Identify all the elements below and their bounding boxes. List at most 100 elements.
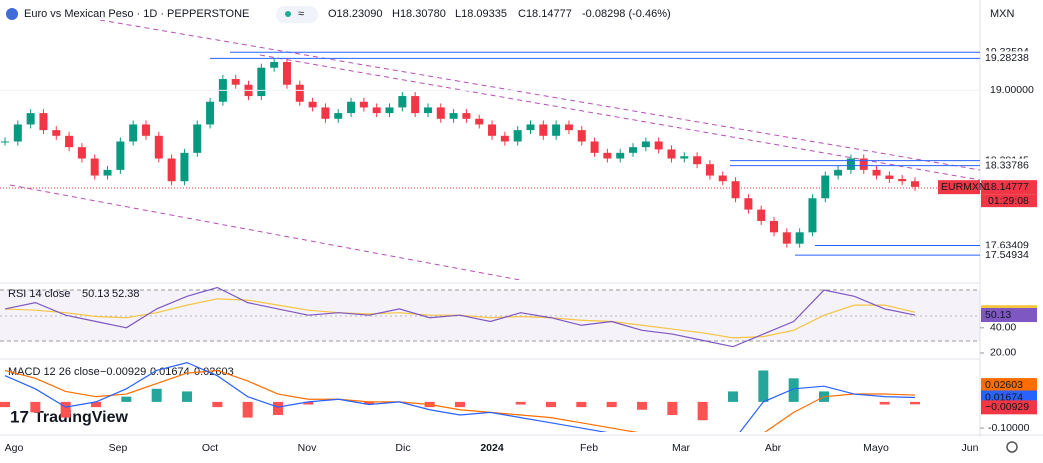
level-label: 18.33786 [985,159,1029,171]
status-dot [285,11,291,17]
candle [821,175,830,199]
macd-hist-bar [455,401,465,408]
macd-hist-bar [606,401,617,408]
candle [1,141,9,143]
macd-hist-bar [697,401,708,421]
ticker: EURMXN [941,181,987,193]
macd-hist-bar [637,401,647,410]
x-tick-label: Feb [580,442,598,454]
candle [641,141,650,148]
macd-hist-bar [576,401,587,408]
countdown-box [981,194,1037,208]
candle [193,124,202,153]
x-tick-label: Ago [5,442,24,454]
macd-pane [0,361,920,432]
candle [347,101,356,114]
candle [488,124,497,136]
y-tick-label: 40.00 [990,322,1016,334]
candle [129,124,138,142]
candle [282,62,291,85]
macd-hist-bar [0,401,10,408]
y-tick-label: -0.10000 [988,422,1030,434]
macd-hist-bar [879,401,890,405]
flag-icon [6,8,18,20]
candle [526,124,535,131]
candle [500,135,509,142]
candle [475,118,484,125]
candle [436,107,445,119]
macd-hist-bar [515,401,526,405]
candle [885,175,894,179]
candle [462,113,471,119]
x-tick-label: Dic [395,442,410,454]
candle [680,156,689,159]
macd-hist-bar [910,401,920,405]
candle [52,130,61,136]
candle [705,164,714,176]
signal-value: 0.02603 [194,366,234,378]
candle [590,141,599,153]
candle [116,141,125,170]
macd-hist-bar [758,370,769,402]
candle [629,147,638,153]
candle [308,101,317,108]
candle [398,96,407,108]
trendline [259,54,980,181]
macd-hist-bar [30,401,41,413]
x-tick-label: Jun [962,442,979,454]
level-label-box [981,158,1037,173]
x-tick-label: 2024 [480,442,504,454]
hist-label: −0.00929 [985,401,1029,413]
candle [654,141,663,150]
trendline [99,20,980,171]
candle [449,113,458,119]
macd-hist-bar [788,378,799,402]
candle [603,152,612,159]
status-pill [276,6,318,23]
macd-hist-bar [151,388,162,402]
macd-hist-bar [91,401,101,408]
x-tick-label: Abr [765,442,782,454]
macd-hist-bar [182,391,192,402]
macd-line [4,361,916,432]
macd-hist-bar [364,401,374,405]
candle [513,130,522,142]
candle [539,124,548,136]
candle [231,79,240,85]
low: L18.09335 [455,8,507,20]
settings-icon[interactable] [1006,441,1018,453]
logo: 17 [10,407,29,426]
level-label-box [981,51,1037,66]
candle [718,175,727,182]
candle [846,158,855,170]
rsi-line [4,286,916,348]
candle [180,152,189,182]
macd-hist-bar [242,401,253,418]
countdown: 01:29:08 [988,195,1029,207]
candle [564,124,573,131]
macd-label-box: 0.01674 [985,391,1023,403]
signal-label-box [981,378,1037,393]
candle [321,107,330,119]
candle [103,169,112,176]
candle [334,113,343,119]
signal-label: 0.02603 [985,379,1023,391]
candle [167,158,176,182]
macd-hist-bar [303,401,314,405]
candle [423,107,432,114]
last-price-box [981,180,1037,195]
trendline [9,184,521,280]
macd-hist-bar [728,391,738,402]
last-price: 18.14777 [985,181,1029,193]
candle [77,147,86,159]
x-tick-label: Oct [202,442,218,454]
candle [385,107,394,114]
macd-hist-bar [60,401,71,418]
candle [731,181,740,199]
level-label: 17.54934 [985,249,1029,261]
candle [372,107,381,114]
candle [898,178,907,182]
candle [693,156,702,165]
